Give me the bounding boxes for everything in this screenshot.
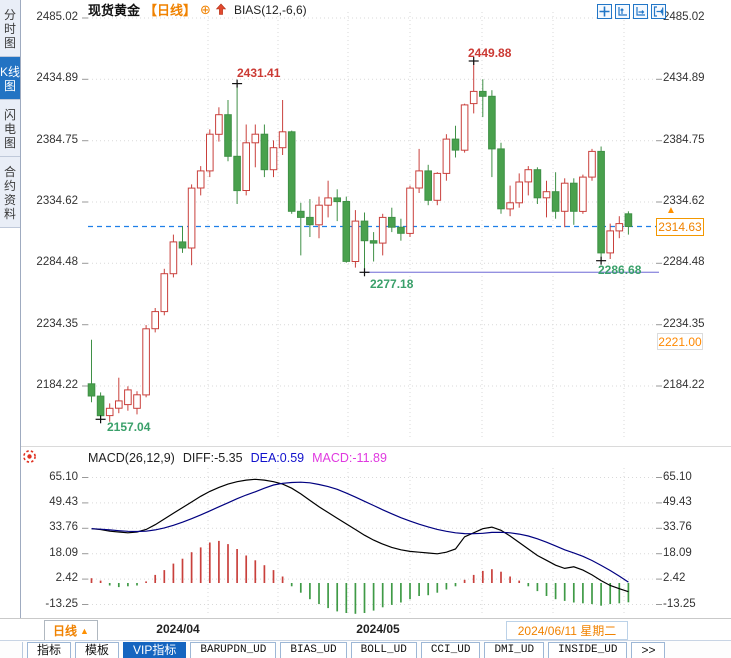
alert-price-badge: 2221.00 (657, 333, 703, 350)
tab-bar-stub (0, 642, 23, 658)
indicator-tab-bar: 指标 模板 VIP指标 BARUPDN_UD BIAS_UD BOLL_UD C… (0, 640, 731, 658)
axis-tick-label: -13.25 (663, 597, 696, 610)
indicator-settings-icon[interactable] (21, 448, 38, 470)
axis-tick-label: 33.76 (663, 521, 692, 534)
chart-title-bar: 现货黄金 【日线】 ⊕ BIAS(12,-6,6) (88, 1, 307, 19)
sidebar-tab-contract-info[interactable]: 合约资料 (0, 157, 20, 228)
circle-plus-icon[interactable]: ⊕ (200, 2, 211, 17)
axis-tick-label: 2.42 (55, 572, 78, 585)
tab-inside-ud[interactable]: INSIDE_UD (548, 641, 628, 658)
right-price-axis: 2485.02 2434.89 2384.75 2334.62 2284.48 2234.… (663, 0, 727, 658)
x-axis-month-label: 2024/05 (356, 622, 400, 636)
tab-cci-ud[interactable]: CCI_UD (420, 641, 481, 658)
x-axis-month-label: 2024/04 (156, 622, 200, 636)
tab-dmi-ud[interactable]: DMI_UD (484, 641, 545, 658)
sidebar-tab-time-chart[interactable]: 分时图 (0, 0, 20, 57)
swing-high-label: 2431.41 (237, 66, 281, 80)
left-price-axis: 2485.02 2434.89 2384.75 2334.62 2284.48 2234.… (34, 0, 82, 658)
axis-tick-label: 18.09 (663, 546, 692, 559)
exit-right-icon[interactable] (651, 4, 666, 19)
macd-formula-label: MACD(26,12,9) (88, 451, 175, 465)
swing-low-label: 2157.04 (107, 420, 151, 434)
axis-tick-label: 2184.22 (36, 379, 78, 391)
axis-tick-label: 49.43 (663, 495, 692, 508)
symbol-name: 现货黄金 (88, 3, 141, 18)
period-label: 日线 (53, 624, 78, 638)
axis-tick-label: 2234.35 (663, 317, 705, 330)
axis-tick-label: 2184.22 (663, 379, 705, 391)
axis-tick-label: 2.42 (663, 572, 686, 585)
axis-tick-label: 2334.62 (36, 195, 78, 207)
macd-header: MACD(26,12,9) DIFF:-5.35 DEA:0.59 MACD:-… (88, 451, 387, 465)
swing-low-label: 2286.68 (598, 263, 642, 277)
period-tag: 【日线】 (144, 3, 197, 18)
x-axis-scale-icon[interactable] (633, 4, 648, 19)
macd-value: MACD:-11.89 (312, 451, 387, 465)
tab-boll-ud[interactable]: BOLL_UD (350, 641, 417, 658)
price-up-arrow-icon: ▲ (666, 205, 676, 216)
axis-tick-label: 33.76 (49, 521, 78, 534)
overlay-indicator-label: BIAS(12,-6,6) (233, 2, 307, 17)
swing-high-label: 2449.88 (468, 46, 512, 60)
current-price-badge: 2314.63 (656, 218, 704, 236)
axis-tick-label: 2434.89 (36, 72, 78, 85)
triangle-up-icon: ▲ (80, 625, 89, 636)
axis-tick-label: 2434.89 (663, 72, 705, 85)
axis-tick-label: -13.25 (45, 597, 78, 610)
tab-bias-ud[interactable]: BIAS_UD (280, 641, 347, 658)
axis-tick-label: 2284.48 (36, 256, 78, 269)
sidebar-tab-kline-chart[interactable]: K线图 (0, 57, 20, 100)
axis-tick-label: 2284.48 (663, 256, 705, 269)
chart-type-sidebar: 分时图 K线图 闪电图 合约资料 (0, 0, 21, 618)
panel-separator (20, 446, 731, 447)
period-selector-button[interactable]: 日线 ▲ (44, 620, 98, 641)
axis-tick-label: 2234.35 (36, 317, 78, 330)
up-arrow-icon[interactable] (215, 3, 227, 16)
axis-tick-label: 2485.02 (663, 11, 705, 23)
axis-tick-label: 49.43 (49, 495, 78, 508)
axis-tick-label: 2334.62 (663, 195, 705, 207)
crosshair-icon[interactable] (597, 4, 612, 19)
tab-barupdn-ud[interactable]: BARUPDN_UD (190, 641, 277, 658)
axis-tick-label: 2485.02 (36, 11, 78, 23)
axis-tick-label: 2384.75 (663, 133, 705, 146)
macd-dea-value: DEA:0.59 (250, 451, 305, 465)
axis-tick-label: 2384.75 (36, 133, 78, 146)
axis-tick-label: 18.09 (49, 546, 78, 559)
swing-low-label: 2277.18 (370, 277, 414, 291)
tab-more[interactable]: >> (631, 641, 666, 658)
axis-tick-label: 65.10 (663, 470, 692, 483)
y-axis-scale-icon[interactable] (615, 4, 630, 19)
chart-toolbar (597, 4, 666, 19)
x-axis-row: 日线 ▲ 2024/04 2024/05 2024/06/11 星期二 (0, 618, 731, 641)
sidebar-tab-lightning-chart[interactable]: 闪电图 (0, 100, 20, 157)
axis-tick-label: 65.10 (49, 470, 78, 483)
tab-indicator[interactable]: 指标 (27, 641, 72, 658)
tab-template[interactable]: 模板 (75, 641, 120, 658)
tab-vip-indicator[interactable]: VIP指标 (123, 641, 187, 658)
macd-diff-value: DIFF:-5.35 (182, 451, 243, 465)
current-date-highlight: 2024/06/11 星期二 (506, 621, 628, 640)
